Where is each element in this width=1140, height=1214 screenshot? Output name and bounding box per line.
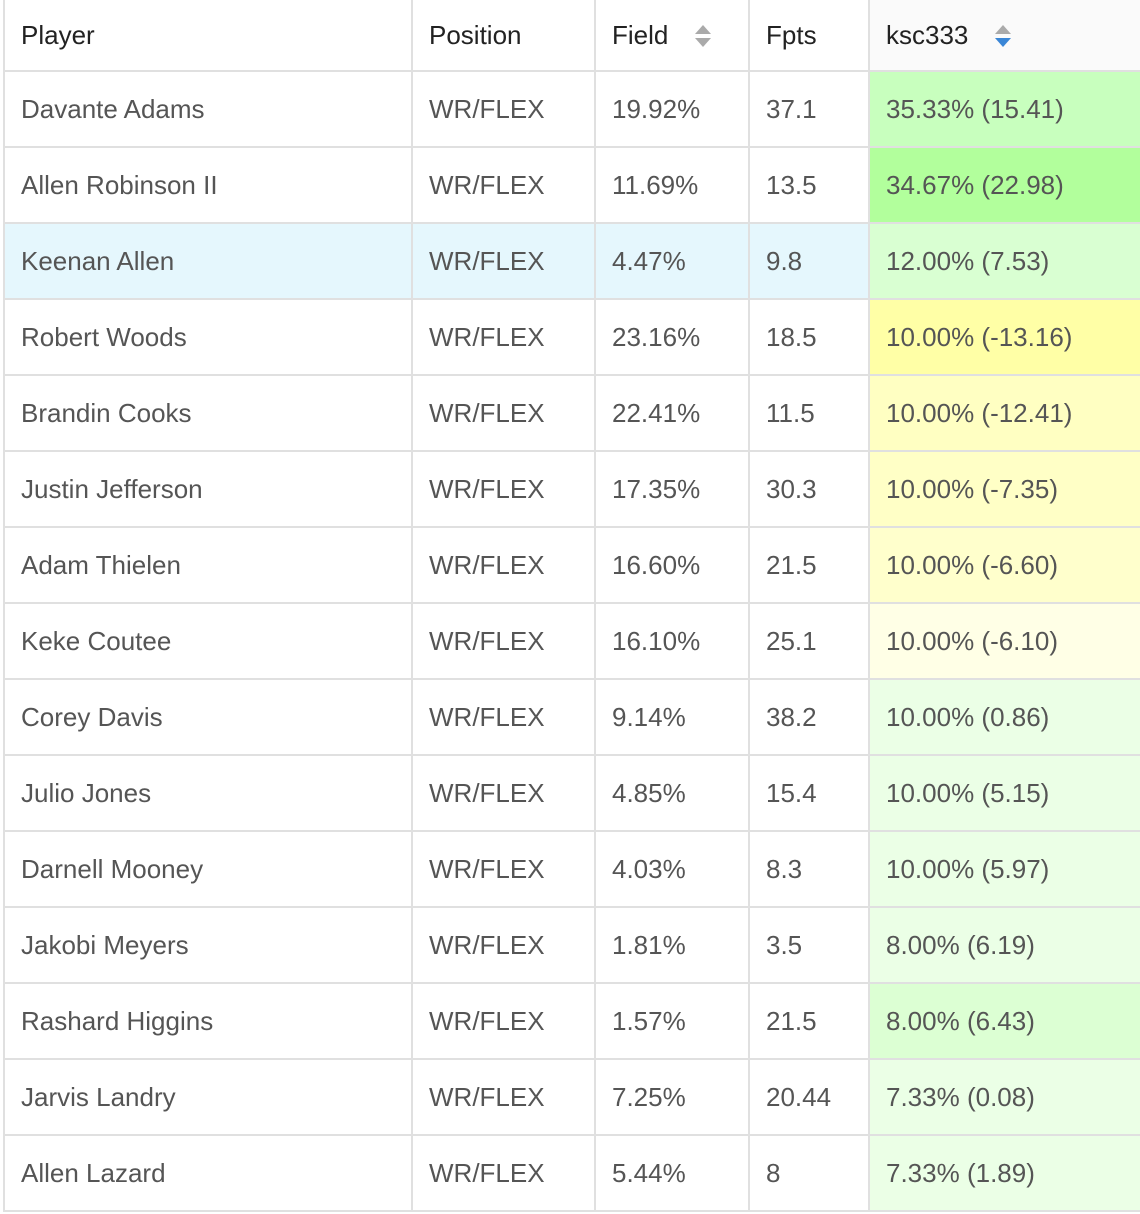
cell-user: 34.67% (22.98) — [868, 146, 1140, 224]
cell-fpts: 38.2 — [748, 678, 870, 756]
cell-user: 10.00% (-13.16) — [868, 298, 1140, 376]
cell-position: WR/FLEX — [411, 450, 596, 528]
cell-fpts: 20.44 — [748, 1058, 870, 1136]
header-fpts: Fpts — [748, 0, 870, 72]
cell-user: 10.00% (-6.60) — [868, 526, 1140, 604]
sort-icon[interactable] — [694, 24, 712, 50]
table-row[interactable]: Jarvis Landry WR/FLEX 7.25% 20.44 7.33% (0.0… — [3, 1058, 1140, 1136]
cell-user: 12.00% (7.53) — [868, 222, 1140, 300]
cell-player: Brandin Cooks — [3, 374, 413, 452]
table-row[interactable]: Jakobi Meyers WR/FLEX 1.81% 3.5 8.00% (6.19) — [3, 906, 1140, 984]
cell-position: WR/FLEX — [411, 602, 596, 680]
cell-position: WR/FLEX — [411, 1058, 596, 1136]
table-row[interactable]: Keke Coutee WR/FLEX 16.10% 25.1 10.00% (-6.1… — [3, 602, 1140, 680]
cell-user: 8.00% (6.43) — [868, 982, 1140, 1060]
cell-player: Robert Woods — [3, 298, 413, 376]
header-player: Player — [3, 0, 413, 72]
cell-field: 4.03% — [594, 830, 750, 908]
cell-user: 10.00% (5.97) — [868, 830, 1140, 908]
cell-position: WR/FLEX — [411, 298, 596, 376]
cell-fpts: 9.8 — [748, 222, 870, 300]
table-row[interactable]: Davante Adams WR/FLEX 19.92% 37.1 35.33% (15… — [3, 70, 1140, 148]
cell-fpts: 18.5 — [748, 298, 870, 376]
table-row[interactable]: Brandin Cooks WR/FLEX 22.41% 11.5 10.00% (-1… — [3, 374, 1140, 452]
cell-player: Allen Lazard — [3, 1134, 413, 1212]
table-row[interactable]: Corey Davis WR/FLEX 9.14% 38.2 10.00% (0.86) — [3, 678, 1140, 756]
cell-player: Keke Coutee — [3, 602, 413, 680]
cell-user: 8.00% (6.19) — [868, 906, 1140, 984]
cell-field: 16.10% — [594, 602, 750, 680]
cell-field: 4.47% — [594, 222, 750, 300]
cell-player: Adam Thielen — [3, 526, 413, 604]
cell-user: 10.00% (5.15) — [868, 754, 1140, 832]
header-user[interactable]: ksc333 — [868, 0, 1140, 72]
table-row[interactable]: Julio Jones WR/FLEX 4.85% 15.4 10.00% (5.15) — [3, 754, 1140, 832]
cell-player: Corey Davis — [3, 678, 413, 756]
cell-position: WR/FLEX — [411, 146, 596, 224]
cell-user: 7.33% (0.08) — [868, 1058, 1140, 1136]
cell-fpts: 30.3 — [748, 450, 870, 528]
table-row[interactable]: Rashard Higgins WR/FLEX 1.57% 21.5 8.00% (6.… — [3, 982, 1140, 1060]
cell-player: Justin Jefferson — [3, 450, 413, 528]
cell-fpts: 21.5 — [748, 526, 870, 604]
cell-position: WR/FLEX — [411, 678, 596, 756]
cell-user: 7.33% (1.89) — [868, 1134, 1140, 1212]
header-field[interactable]: Field — [594, 0, 750, 72]
cell-field: 4.85% — [594, 754, 750, 832]
table-row[interactable]: Adam Thielen WR/FLEX 16.60% 21.5 10.00% (-6.… — [3, 526, 1140, 604]
cell-position: WR/FLEX — [411, 906, 596, 984]
table-row[interactable]: Allen Lazard WR/FLEX 5.44% 8 7.33% (1.89) — [3, 1134, 1140, 1212]
cell-fpts: 8 — [748, 1134, 870, 1212]
cell-user: 35.33% (15.41) — [868, 70, 1140, 148]
cell-fpts: 37.1 — [748, 70, 870, 148]
cell-field: 1.81% — [594, 906, 750, 984]
cell-player: Jarvis Landry — [3, 1058, 413, 1136]
cell-position: WR/FLEX — [411, 222, 596, 300]
cell-player: Darnell Mooney — [3, 830, 413, 908]
cell-user: 10.00% (-6.10) — [868, 602, 1140, 680]
cell-fpts: 15.4 — [748, 754, 870, 832]
cell-position: WR/FLEX — [411, 374, 596, 452]
cell-field: 9.14% — [594, 678, 750, 756]
cell-field: 23.16% — [594, 298, 750, 376]
cell-player: Keenan Allen — [3, 222, 413, 300]
cell-player: Davante Adams — [3, 70, 413, 148]
table-row[interactable]: Keenan Allen WR/FLEX 4.47% 9.8 12.00% (7.53) — [3, 222, 1140, 300]
cell-fpts: 25.1 — [748, 602, 870, 680]
cell-position: WR/FLEX — [411, 982, 596, 1060]
player-ownership-table: Player Position Field Fpts ksc333 Davant… — [3, 0, 1140, 1212]
cell-fpts: 21.5 — [748, 982, 870, 1060]
cell-field: 5.44% — [594, 1134, 750, 1212]
cell-field: 11.69% — [594, 146, 750, 224]
cell-player: Jakobi Meyers — [3, 906, 413, 984]
header-position: Position — [411, 0, 596, 72]
cell-fpts: 8.3 — [748, 830, 870, 908]
cell-field: 22.41% — [594, 374, 750, 452]
cell-user: 10.00% (0.86) — [868, 678, 1140, 756]
cell-player: Julio Jones — [3, 754, 413, 832]
table-row[interactable]: Justin Jefferson WR/FLEX 17.35% 30.3 10.00% … — [3, 450, 1140, 528]
table-row[interactable]: Allen Robinson II WR/FLEX 11.69% 13.5 34.67%… — [3, 146, 1140, 224]
cell-user: 10.00% (-7.35) — [868, 450, 1140, 528]
cell-position: WR/FLEX — [411, 526, 596, 604]
cell-field: 16.60% — [594, 526, 750, 604]
cell-field: 19.92% — [594, 70, 750, 148]
cell-user: 10.00% (-12.41) — [868, 374, 1140, 452]
cell-fpts: 11.5 — [748, 374, 870, 452]
cell-player: Allen Robinson II — [3, 146, 413, 224]
cell-position: WR/FLEX — [411, 70, 596, 148]
sort-descending-icon[interactable] — [994, 24, 1012, 50]
header-row: Player Position Field Fpts ksc333 — [3, 0, 1140, 72]
cell-fpts: 3.5 — [748, 906, 870, 984]
cell-field: 1.57% — [594, 982, 750, 1060]
cell-position: WR/FLEX — [411, 754, 596, 832]
cell-fpts: 13.5 — [748, 146, 870, 224]
table-row[interactable]: Robert Woods WR/FLEX 23.16% 18.5 10.00% (-13… — [3, 298, 1140, 376]
cell-position: WR/FLEX — [411, 830, 596, 908]
cell-field: 17.35% — [594, 450, 750, 528]
cell-player: Rashard Higgins — [3, 982, 413, 1060]
cell-field: 7.25% — [594, 1058, 750, 1136]
cell-position: WR/FLEX — [411, 1134, 596, 1212]
table-row[interactable]: Darnell Mooney WR/FLEX 4.03% 8.3 10.00% (5.9… — [3, 830, 1140, 908]
